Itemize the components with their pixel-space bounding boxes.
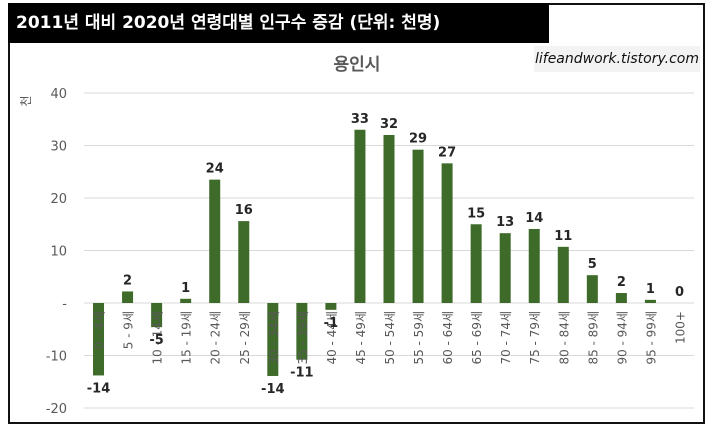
data-label: -1	[324, 316, 338, 331]
bar	[122, 291, 134, 303]
data-label: 1	[181, 281, 190, 296]
bar	[644, 299, 656, 303]
data-label: 2	[123, 273, 132, 288]
x-tick-label: 0 - 4세	[93, 311, 107, 349]
bar	[441, 163, 453, 303]
x-tick-label: 80 - 84세	[557, 311, 571, 365]
bars	[93, 129, 656, 376]
x-tick-label: 65 - 69세	[470, 311, 484, 365]
data-label: -14	[261, 382, 285, 397]
data-label: 32	[380, 117, 398, 132]
x-tick-label: 35 - 39세	[296, 311, 310, 365]
bar	[93, 303, 105, 376]
x-tick-label: 90 - 94세	[615, 311, 629, 365]
watermark: lifeandwork.tistory.com	[534, 46, 700, 72]
x-tick-label: 85 - 89세	[586, 311, 600, 365]
y-tick-label: -	[62, 297, 67, 312]
data-label: -11	[290, 366, 314, 381]
data-label: 13	[496, 215, 514, 230]
bar	[238, 221, 250, 303]
y-tick-label: -10	[46, 350, 67, 365]
data-label: 2	[617, 275, 626, 290]
x-tick-label: 100+	[673, 311, 687, 344]
x-tick-label: 55 - 59세	[412, 311, 426, 365]
bar	[296, 303, 308, 360]
bar	[557, 246, 569, 303]
bar	[412, 149, 424, 303]
data-label: 5	[588, 257, 597, 272]
x-tick-label: 60 - 64세	[441, 311, 455, 365]
data-label: 24	[206, 162, 224, 177]
bar	[354, 129, 366, 303]
bar	[209, 179, 221, 303]
page-title: 2011년 대비 2020년 연령대별 인구수 증감 (단위: 천명)	[8, 3, 549, 43]
data-label: 33	[351, 112, 369, 127]
y-tick-label: 10	[50, 245, 67, 260]
chart-title: 용인시	[334, 55, 381, 75]
data-label: 11	[554, 229, 572, 244]
y-tick-label: 40	[50, 87, 67, 102]
data-label: 1	[646, 282, 655, 297]
x-tick-label: 15 - 19세	[180, 311, 194, 365]
x-tick-label: 70 - 74세	[499, 311, 513, 365]
bar	[151, 303, 163, 328]
x-tick-label: 95 - 99세	[644, 311, 658, 365]
x-tick-label: 10 - 14세	[151, 311, 165, 365]
data-labels: 0 - 4세 -14 5 - 9세 2 10 - 14세-5 15 - 19세 1 20 - …	[87, 112, 688, 397]
x-tick-label: 5 - 9세	[122, 311, 136, 349]
y-tick-label: 20	[50, 192, 67, 207]
bar	[180, 298, 192, 303]
bar	[586, 275, 598, 303]
x-tick-label: 25 - 29세	[238, 311, 252, 365]
y-tick-label: 30	[50, 140, 67, 155]
data-label: 16	[235, 203, 253, 218]
bar	[325, 303, 337, 310]
x-tick-label: 30 - 34세	[267, 311, 281, 365]
data-label: 15	[467, 206, 485, 221]
data-label: 0	[675, 285, 684, 300]
data-label: -5	[149, 333, 163, 348]
bar	[383, 135, 395, 303]
x-tick-label: 45 - 49세	[354, 311, 368, 365]
y-tick-label: -20	[46, 402, 67, 417]
bar	[267, 303, 279, 376]
bar	[528, 228, 540, 303]
bar	[499, 233, 511, 303]
x-tick-label: 20 - 24세	[209, 311, 223, 365]
data-label: -14	[87, 381, 111, 396]
x-tick-label: 75 - 79세	[528, 311, 542, 365]
x-tick-label: 40 - 44세	[325, 311, 339, 365]
data-label: 29	[409, 132, 427, 147]
y-axis-label: 천	[18, 95, 33, 106]
bar	[470, 224, 482, 303]
data-label: 27	[438, 145, 456, 160]
data-label: 14	[525, 211, 543, 226]
bar	[615, 293, 627, 303]
x-tick-label: 50 - 54세	[383, 311, 397, 365]
